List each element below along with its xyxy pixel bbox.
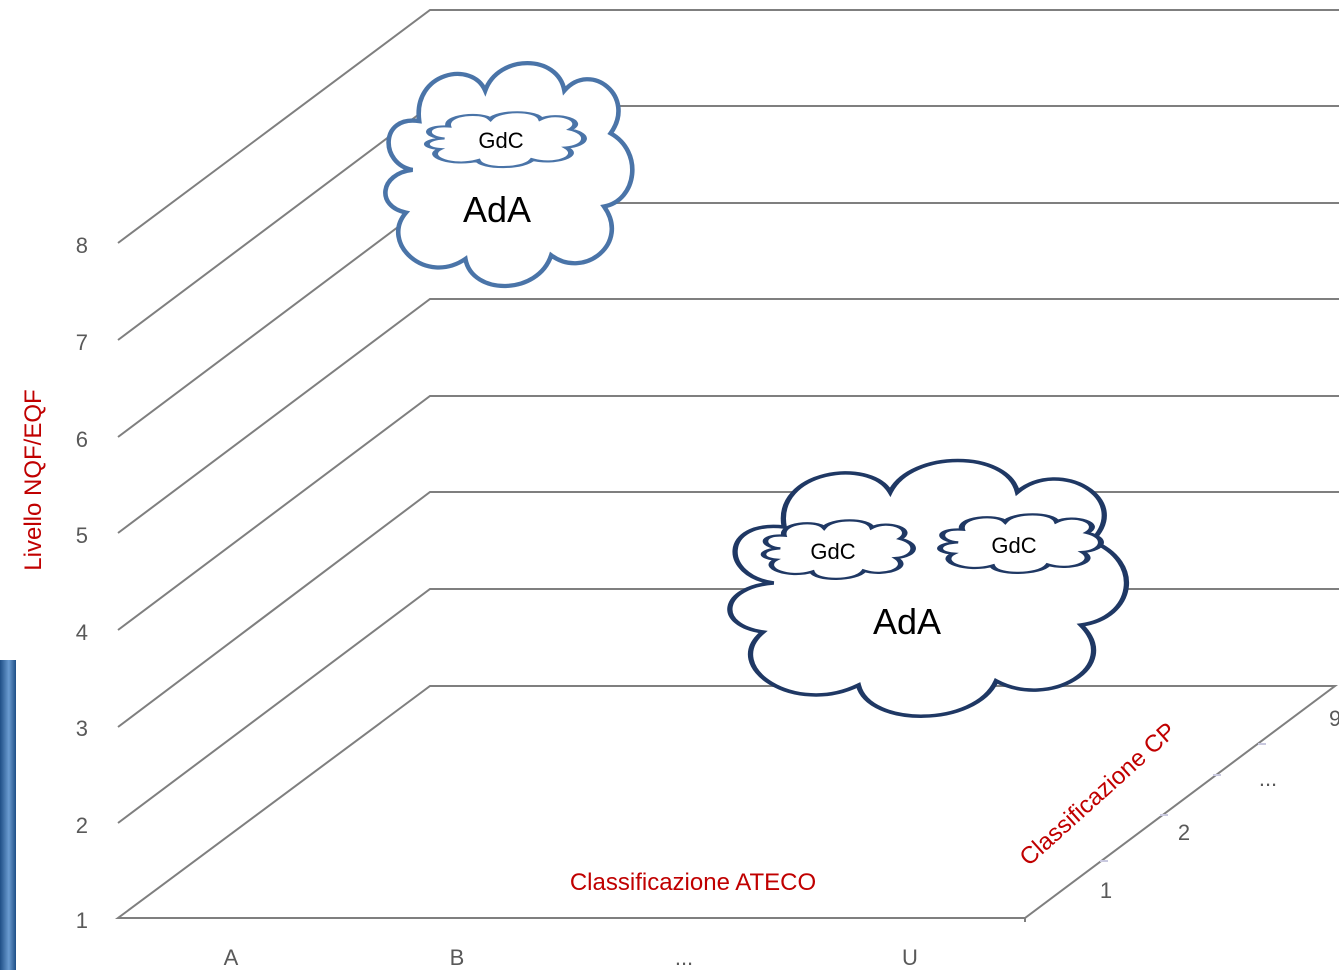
z-tick-2: 2 — [1178, 820, 1190, 845]
y-tick-7: 7 — [76, 330, 88, 355]
z-tick-ellipsis: ... — [1259, 766, 1277, 791]
y-axis-title: Livello NQF/EQF — [20, 389, 47, 570]
z-axis-title: Classificazione CP — [1015, 717, 1182, 871]
x-tick-a: A — [224, 945, 239, 970]
ada-label: AdA — [463, 189, 531, 230]
left-edge-decoration — [0, 660, 16, 970]
z-tick-9: 9 — [1329, 706, 1339, 731]
y-tick-5: 5 — [76, 523, 88, 548]
y-tick-6: 6 — [76, 427, 88, 452]
gridline-5 — [117, 298, 1339, 534]
y-tick-1: 1 — [76, 908, 88, 933]
gdc-label: GdC — [478, 128, 523, 153]
x-tick-b: B — [450, 945, 465, 970]
gridline-6 — [117, 202, 1339, 438]
x-axis-title: Classificazione ATECO — [570, 869, 816, 896]
gridline-7 — [117, 105, 1339, 341]
gridline-2 — [117, 588, 1339, 824]
ada-label: AdA — [873, 601, 941, 642]
y-tick-2: 2 — [76, 813, 88, 838]
floor-plane — [114, 685, 1339, 922]
gdc-label: GdC — [991, 533, 1036, 558]
z-axis-ticks — [1100, 743, 1266, 862]
y-tick-4: 4 — [76, 620, 88, 645]
x-tick-ellipsis: ... — [675, 945, 693, 970]
y-tick-3: 3 — [76, 716, 88, 741]
grid — [117, 9, 1339, 824]
gridline-8 — [117, 9, 1339, 244]
gdc-label: GdC — [810, 539, 855, 564]
x-tick-u: U — [902, 945, 918, 970]
cloud-ada-lower: GdC GdC AdA — [730, 461, 1127, 717]
cloud-ada-upper: GdC AdA — [385, 63, 632, 286]
gridline-4 — [117, 395, 1339, 631]
y-tick-8: 8 — [76, 233, 88, 258]
z-tick-1: 1 — [1100, 878, 1112, 903]
